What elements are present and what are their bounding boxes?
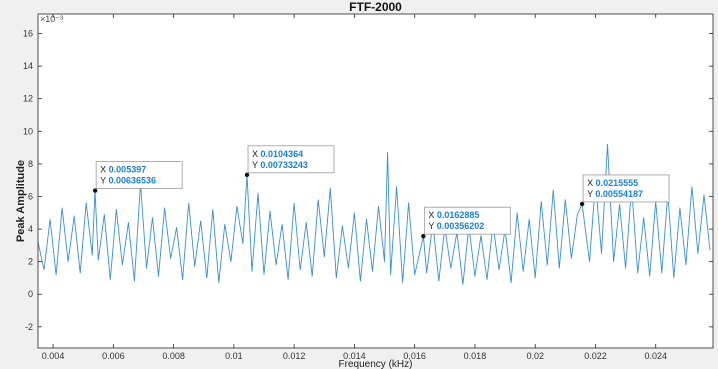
datatip-x-line: X 0.0162885 xyxy=(428,210,479,220)
y-tick-label: 0 xyxy=(28,289,33,299)
datatip-y-label: Y xyxy=(428,221,436,231)
datatip-x-label: X xyxy=(587,178,596,188)
datatip-x-line: X 0.0215555 xyxy=(587,178,638,188)
tick-layer: 0.004 0.006 0.008 0.01 0.012 0.014 0.016 0.018 0… xyxy=(23,14,713,361)
datatip-marker xyxy=(421,233,426,239)
datatip-box xyxy=(247,145,335,174)
datatip-box xyxy=(582,174,670,203)
datatip-y-line: Y 0.00554187 xyxy=(587,189,643,199)
x-tick-label: 0.016 xyxy=(403,351,426,361)
x-tick-label: 0.008 xyxy=(162,351,185,361)
datatip-marker xyxy=(92,188,98,193)
datatip-x-line: X 0.0104364 xyxy=(252,149,303,159)
datatip-y-line: Y 0.00733243 xyxy=(252,160,308,170)
datatip-box xyxy=(423,206,511,235)
x-tick-label: 0.01 xyxy=(225,351,243,361)
y-tick-label: 12 xyxy=(23,94,33,104)
x-tick-label: 0.02 xyxy=(526,351,544,361)
y-tick-label: 2 xyxy=(28,257,33,267)
datatip-y-value: 0.00554187 xyxy=(595,189,643,199)
x-tick-label: 0.004 xyxy=(42,351,65,361)
y-tick-label: 8 xyxy=(28,159,33,169)
x-tick-label: 0.006 xyxy=(102,351,125,361)
datatip-y-label: Y xyxy=(252,160,260,170)
datatip-y-value: 0.00356202 xyxy=(437,221,485,231)
datatip-x-label: X xyxy=(428,210,437,220)
x-tick-label: 0.022 xyxy=(584,351,607,361)
datatip-y-label: Y xyxy=(587,189,595,199)
datatip-box xyxy=(95,161,183,189)
y-axis-exponent: ×10⁻³ xyxy=(40,14,63,24)
y-tick-label: 10 xyxy=(23,126,33,136)
x-tick-label: 0.014 xyxy=(343,351,366,361)
datatip-y-value: 0.00733243 xyxy=(260,160,308,170)
datatip-marker xyxy=(244,172,250,177)
datatip-marker xyxy=(579,201,585,207)
y-tick-label: -2 xyxy=(25,322,33,332)
datatip-x-value: 0.005397 xyxy=(109,165,147,175)
y-tick-label: 6 xyxy=(28,191,33,201)
plot-frame xyxy=(37,13,714,349)
x-axis-label: Frequency (kHz) xyxy=(339,359,413,369)
x-tick-label: 0.012 xyxy=(283,351,306,361)
datatip-x-value: 0.0104364 xyxy=(261,149,304,159)
y-tick-label: 4 xyxy=(28,224,33,234)
datatip-y-label: Y xyxy=(100,176,108,186)
datatip-y-line: Y 0.00356202 xyxy=(428,221,484,231)
x-tick-label: 0.024 xyxy=(644,351,667,361)
x-tick-label: 0.018 xyxy=(464,351,487,361)
datatip-x-label: X xyxy=(252,149,261,159)
datatip-y-value: 0.00636536 xyxy=(109,176,157,186)
chart-title: FTF-2000 xyxy=(349,0,402,14)
datatip-x-value: 0.0162885 xyxy=(437,210,480,220)
y-axis-label: Peak Amplitude xyxy=(15,160,27,242)
datatip-x-label: X xyxy=(100,165,109,175)
y-tick-label: 14 xyxy=(23,61,33,71)
datatip-x-value: 0.0215555 xyxy=(596,178,639,188)
datatip-y-line: Y 0.00636536 xyxy=(100,176,156,186)
datatip-x-line: X 0.005397 xyxy=(100,165,146,175)
y-tick-label: 16 xyxy=(23,29,33,39)
